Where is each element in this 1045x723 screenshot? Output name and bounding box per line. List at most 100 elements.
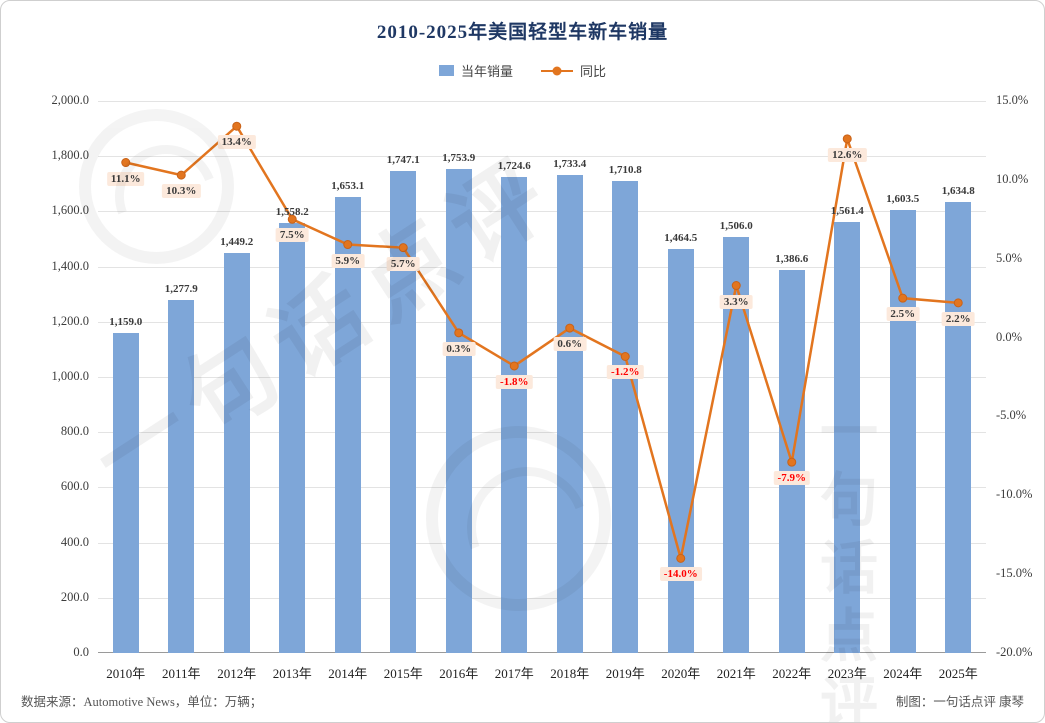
chart-legend: 当年销量 同比: [1, 61, 1044, 80]
legend-sales-label: 当年销量: [460, 64, 513, 79]
left-axis-tick-label: 1,800.0: [51, 148, 90, 163]
gridline: [98, 487, 986, 489]
sales-value-label: 1,733.4: [553, 157, 587, 170]
yoy-value-label: 0.3%: [442, 341, 476, 356]
sales-value-label: 1,603.5: [886, 193, 920, 206]
chart-title: 2010-2025年美国轻型车新车销量: [376, 22, 669, 43]
sales-bar: [945, 201, 972, 653]
x-axis-category-label: 2025年: [938, 666, 978, 681]
sales-value-label: 1,634.8: [941, 184, 975, 197]
yoy-value-label: 7.5%: [275, 228, 309, 243]
yoy-marker-icon: [676, 553, 686, 563]
yoy-marker-icon: [731, 281, 741, 291]
right-axis-tick-label: 10.0%: [996, 171, 1029, 186]
x-axis-line: [98, 652, 986, 653]
bar-swatch-icon: [438, 65, 454, 76]
sales-value-label: 1,386.6: [775, 253, 809, 266]
gridline: [98, 211, 986, 213]
yoy-value-label: -7.9%: [773, 471, 810, 486]
yoy-value-label: 10.3%: [162, 184, 201, 199]
yoy-value-label: -1.2%: [607, 365, 644, 380]
sales-value-label: 1,561.4: [830, 205, 864, 218]
x-axis-category-label: 2016年: [439, 666, 479, 681]
data-source-note: 数据来源：Automotive News，单位：万辆；: [21, 695, 263, 709]
sales-bar: [279, 222, 306, 653]
x-axis-category-label: 2015年: [383, 666, 423, 681]
x-axis-category-label: 2019年: [605, 666, 645, 681]
sales-value-label: 1,159.0: [109, 316, 143, 329]
yoy-marker-icon: [176, 170, 186, 180]
right-axis-tick-label: 15.0%: [996, 93, 1029, 107]
yoy-marker-icon: [565, 323, 575, 333]
yoy-marker-icon: [953, 298, 963, 308]
yoy-marker-icon: [398, 243, 408, 253]
sales-value-label: 1,449.2: [220, 236, 254, 249]
sales-bar: [667, 248, 694, 653]
sales-value-label: 1,464.5: [664, 231, 698, 244]
yoy-line: [125, 124, 959, 559]
gridline: [98, 377, 986, 378]
yoy-line-chart: [121, 121, 963, 563]
gridline: [98, 432, 986, 434]
right-axis-tick-label: -10.0%: [996, 487, 1033, 502]
sales-value-label: 1,753.9: [442, 151, 476, 164]
legend-item-sales: 当年销量: [438, 61, 513, 80]
sales-bar: [889, 210, 916, 653]
sales-value-label: 1,724.6: [497, 160, 531, 172]
left-axis-tick-label: 0.0: [73, 645, 89, 659]
sales-bar: [223, 253, 250, 653]
yoy-value-label: 13.4%: [217, 135, 256, 150]
right-axis-tick-label: -20.0%: [996, 645, 1033, 659]
chart-footer: 数据来源：Automotive News，单位：万辆； 制图：一句话点评 康琴: [21, 691, 1024, 710]
yoy-marker-icon: [232, 121, 242, 131]
right-axis-tick-label: 5.0%: [996, 250, 1023, 265]
yoy-value-label: 5.9%: [331, 253, 365, 268]
yoy-marker-icon: [842, 134, 852, 144]
yoy-value-label: 12.6%: [828, 147, 867, 162]
left-axis-tick-label: 1,400.0: [51, 258, 90, 273]
yoy-marker-icon: [454, 328, 464, 338]
yoy-value-label: 3.3%: [719, 294, 753, 309]
yoy-value-label: 0.6%: [553, 337, 587, 352]
sales-value-label: 1,558.2: [275, 205, 309, 218]
yoy-marker-icon: [343, 240, 353, 250]
left-axis-tick-label: 2,000.0: [51, 93, 90, 107]
left-axis-tick-label: 1,000.0: [51, 369, 90, 383]
gridline: [98, 101, 986, 102]
x-axis-category-label: 2014年: [328, 666, 368, 681]
yoy-marker-icon: [509, 361, 519, 371]
x-axis-category-label: 2012年: [217, 666, 257, 681]
x-axis-category-label: 2024年: [883, 666, 923, 681]
x-axis-category-label: 2011年: [161, 666, 201, 681]
sales-bar: [612, 180, 639, 653]
yoy-marker-icon: [121, 158, 131, 168]
x-axis-category-label: 2021年: [716, 666, 756, 681]
yoy-marker-icon: [898, 293, 908, 303]
plot-area: 1,159.0 1,277.9 1,449.2 1,558.2 1,653.1 1,747…: [98, 101, 986, 653]
left-axis-tick-label: 400.0: [60, 534, 89, 549]
right-axis-tick-label: 0.0%: [996, 329, 1023, 344]
yoy-marker-icon: [620, 351, 630, 361]
yoy-marker-icon: [287, 214, 297, 224]
x-axis-category-label: 2017年: [494, 666, 534, 681]
legend-yoy-label: 同比: [580, 64, 607, 79]
gridline: [98, 321, 986, 323]
sales-bar: [168, 300, 195, 653]
legend-item-yoy: 同比: [541, 61, 606, 80]
line-marker-icon: [552, 66, 562, 75]
right-axis-tick-label: -5.0%: [996, 408, 1027, 423]
left-axis-tick-label: 1,200.0: [51, 313, 90, 328]
line-swatch-icon: [541, 66, 573, 75]
sales-value-label: 1,506.0: [719, 220, 753, 233]
yoy-value-label: -14.0%: [659, 567, 702, 582]
x-axis-category-label: 2022年: [772, 666, 812, 681]
left-axis-tick-label: 1,600.0: [51, 203, 90, 218]
left-axis-tick-label: 600.0: [60, 479, 89, 494]
yoy-value-label: 5.7%: [386, 256, 420, 271]
sales-bar: [501, 177, 528, 653]
sales-bar: [556, 174, 583, 653]
gridline: [98, 156, 986, 158]
yoy-value-label: 2.5%: [886, 307, 920, 322]
gridline: [98, 266, 986, 268]
